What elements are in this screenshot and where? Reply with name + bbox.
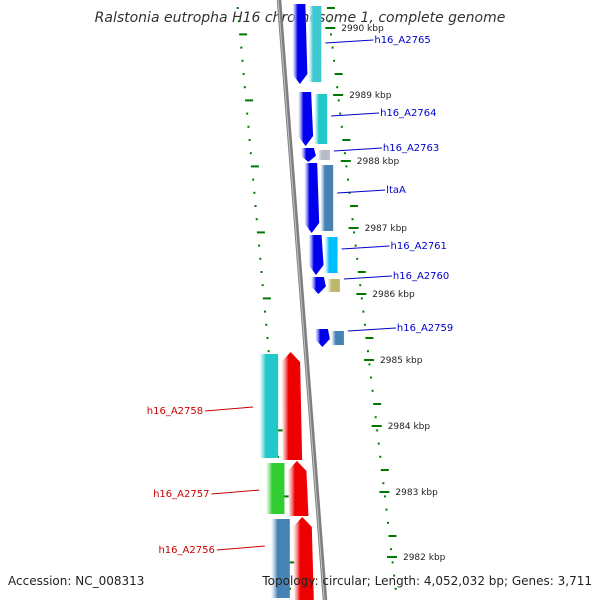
gene-label-h16_A2760: h16_A2760 bbox=[393, 271, 449, 282]
gene-arrow-ltaA bbox=[304, 163, 320, 233]
gene-label-ltaA: ltaA bbox=[386, 185, 406, 196]
gene-arrow-h16_A2764 bbox=[298, 92, 314, 146]
kbp-tick-label: 2990 kbp bbox=[341, 24, 384, 34]
gene-label-h16_A2756: h16_A2756 bbox=[158, 545, 214, 556]
gene-label-leader bbox=[347, 327, 396, 332]
gene-arrow-h16_A2759 bbox=[314, 329, 330, 347]
gene-arrow-h16_A2756 bbox=[292, 517, 314, 600]
gene-arrow-h16_A2765 bbox=[292, 4, 308, 84]
gene-cog-bar-h16_A2763 bbox=[316, 150, 330, 160]
gene-cog-bar-h16_A2756 bbox=[270, 519, 290, 598]
kbp-tick-label: 2984 kbp bbox=[388, 422, 431, 432]
genes-layer bbox=[259, 4, 344, 600]
gene-label-h16_A2763: h16_A2763 bbox=[383, 143, 439, 154]
kbp-tick-label: 2982 kbp bbox=[403, 553, 446, 563]
gene-label-h16_A2757: h16_A2757 bbox=[153, 489, 209, 500]
gene-label-leader bbox=[333, 147, 382, 152]
gene-arrow-h16_A2761 bbox=[308, 235, 324, 275]
genome-summary-text: Topology: circular; Length: 4,052,032 bp… bbox=[262, 574, 592, 588]
kbp-tick-label: 2985 kbp bbox=[380, 356, 423, 366]
gene-label-h16_A2764: h16_A2764 bbox=[380, 108, 436, 119]
gene-label-h16_A2761: h16_A2761 bbox=[391, 241, 447, 252]
gene-cog-bar-ltaA bbox=[320, 165, 334, 231]
gene-cog-bar-h16_A2758 bbox=[259, 354, 279, 458]
kbp-tick-label: 2987 kbp bbox=[365, 224, 408, 234]
chromosome-backbone bbox=[276, 0, 328, 600]
gene-label-leader bbox=[216, 545, 265, 551]
gene-label-leader bbox=[211, 489, 260, 495]
gene-cog-bar-h16_A2757 bbox=[265, 463, 285, 514]
gene-cog-bar-h16_A2761 bbox=[324, 237, 338, 273]
gene-cog-bar-h16_A2764 bbox=[314, 94, 328, 144]
kbp-tick-label: 2988 kbp bbox=[357, 157, 400, 167]
gene-label-h16_A2765: h16_A2765 bbox=[374, 35, 430, 46]
gene-label-leader bbox=[341, 245, 390, 250]
backbone-layer bbox=[276, 0, 328, 600]
gene-cog-bar-h16_A2759 bbox=[330, 331, 344, 345]
gene-arrow-h16_A2758 bbox=[281, 352, 303, 460]
gene-arrow-h16_A2760 bbox=[310, 277, 326, 294]
gene-label-leader bbox=[337, 189, 386, 194]
outer-tick-ring: 2990 kbp 2989 kbp 2988 kbp 2987 kbp 2986 kbp… bbox=[325, 7, 446, 590]
gene-arrow-h16_A2763 bbox=[300, 148, 316, 162]
chromosome-backbone-highlight bbox=[277, 0, 325, 600]
gene-cog-bar-h16_A2760 bbox=[326, 279, 340, 292]
gene-arrow-h16_A2757 bbox=[287, 461, 309, 516]
gene-label-leader bbox=[331, 112, 380, 117]
kbp-tick-label: 2986 kbp bbox=[372, 290, 415, 300]
kbp-tick-label: 2983 kbp bbox=[395, 488, 438, 498]
gene-label-h16_A2758: h16_A2758 bbox=[147, 406, 203, 417]
gene-cog-bar-h16_A2765 bbox=[308, 6, 322, 82]
accession-text: Accession: NC_008313 bbox=[8, 574, 145, 588]
gene-label-leader bbox=[343, 275, 392, 280]
labels-layer: h16_A2765 h16_A2764 h16_A2763 ltaA h16_A2761… bbox=[147, 35, 454, 556]
gene-label-leader bbox=[325, 39, 374, 44]
kbp-tick-label: 2989 kbp bbox=[349, 91, 392, 101]
gene-label-leader bbox=[205, 406, 254, 412]
gene-label-h16_A2759: h16_A2759 bbox=[397, 323, 453, 334]
